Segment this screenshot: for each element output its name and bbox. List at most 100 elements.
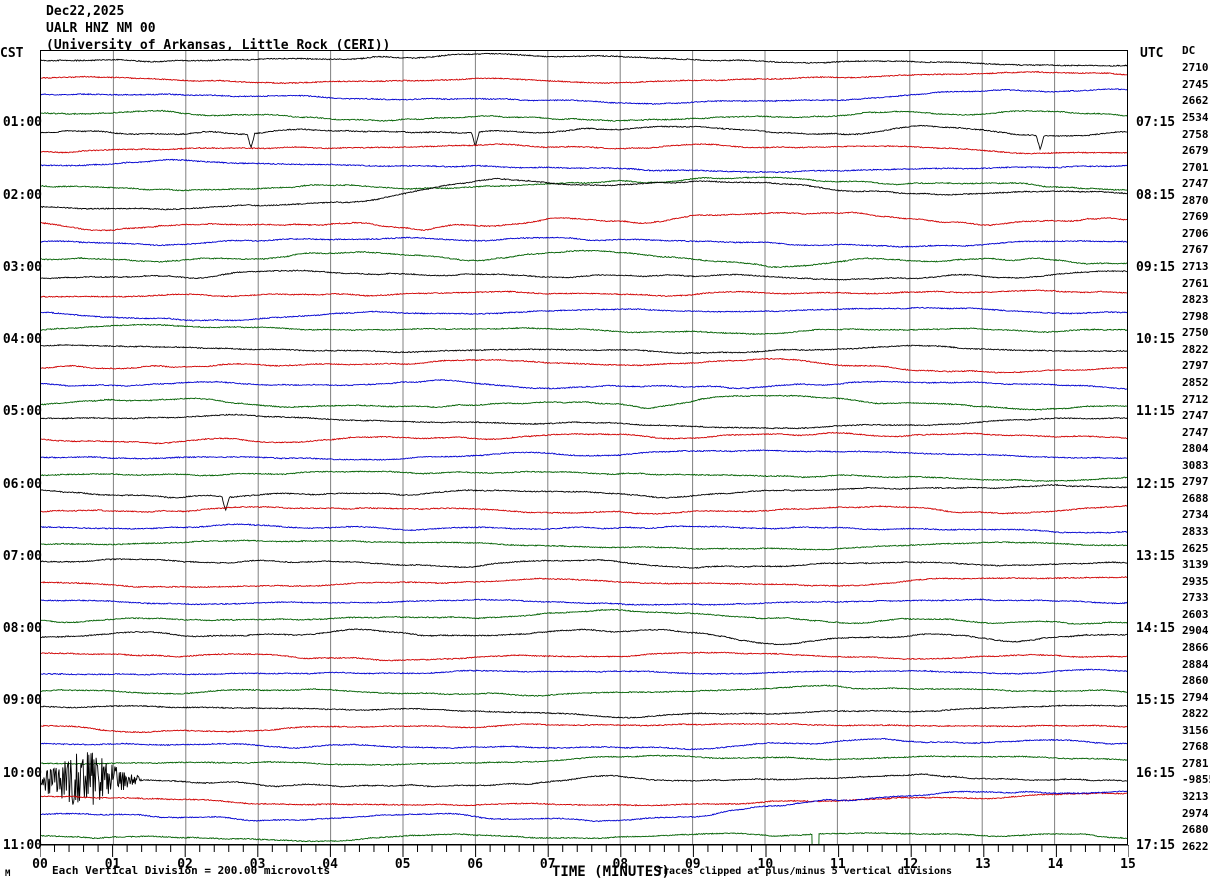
- x-tick-label: 08: [612, 857, 629, 872]
- dc-offset-value: 2904: [1182, 624, 1209, 638]
- utc-tick-label: 13:15: [1136, 548, 1176, 564]
- x-tick-label: 15: [1120, 857, 1136, 872]
- trace-layer: [41, 52, 1127, 844]
- seismic-trace: [41, 539, 1127, 551]
- cst-tick-label: 07:00: [2, 548, 42, 564]
- dc-offset-value: 2769: [1182, 210, 1209, 224]
- seismic-trace: [41, 431, 1127, 445]
- utc-tick-label: 15:15: [1136, 693, 1176, 709]
- x-tick-label: 02: [177, 857, 193, 872]
- seismic-trace: [41, 176, 1127, 192]
- x-tick-label: 03: [249, 857, 266, 872]
- dc-offset-value: 2884: [1182, 657, 1209, 671]
- cst-tick-label: 01:00: [2, 115, 42, 131]
- x-axis-ticks: [40, 845, 1129, 857]
- seismic-trace: [41, 449, 1127, 461]
- seismic-trace: [41, 483, 1127, 512]
- seismic-trace: [41, 523, 1127, 534]
- dc-offset-value: 2822: [1182, 707, 1209, 721]
- x-tick-label: 13: [975, 857, 991, 872]
- dc-offset-value: 2823: [1182, 293, 1209, 307]
- x-tick-label: 07: [539, 857, 556, 872]
- dc-offset-value: 3083: [1182, 458, 1209, 472]
- dc-offset-value: 2733: [1182, 591, 1209, 605]
- seismic-trace: [41, 504, 1127, 515]
- time-axis-label: TIME (MINUTES): [552, 864, 671, 880]
- x-tick-label: 05: [394, 857, 411, 872]
- seismic-trace: [41, 668, 1127, 676]
- seismic-trace: [41, 249, 1127, 269]
- x-tick-label: 06: [467, 857, 484, 872]
- seismic-trace: [41, 344, 1127, 355]
- dc-offset-value: 2679: [1182, 144, 1209, 158]
- seismic-trace: [41, 323, 1127, 336]
- x-tick-label: 11: [830, 857, 846, 872]
- seismic-trace: [41, 211, 1127, 232]
- cst-tick-label: 05:00: [2, 404, 42, 420]
- seismic-trace: [41, 608, 1127, 625]
- helicorder-plot[interactable]: [40, 50, 1128, 845]
- seismic-trace: [41, 70, 1127, 85]
- utc-tick-label: 08:15: [1136, 187, 1176, 203]
- x-tick-label: 12: [902, 857, 919, 872]
- seismic-trace: [41, 88, 1127, 105]
- dc-offset-value: 2680: [1182, 823, 1209, 837]
- dc-offset-value: 2758: [1182, 127, 1209, 141]
- dc-offset-value: 2935: [1182, 574, 1209, 588]
- dc-offset-value: -9855: [1182, 773, 1210, 787]
- cst-tick-label: 10:00: [2, 765, 42, 781]
- dc-offset-value: 2794: [1182, 690, 1209, 704]
- dc-offset-value: 2747: [1182, 409, 1209, 423]
- dc-offset-value: 2701: [1182, 160, 1209, 174]
- x-tick-label: 04: [322, 857, 338, 872]
- seismic-trace: [41, 52, 1127, 67]
- dc-offset-value: 2712: [1182, 392, 1209, 406]
- x-tick-label: 10: [757, 857, 774, 872]
- dc-offset-value: 2866: [1182, 640, 1209, 654]
- seismic-trace: [41, 684, 1127, 697]
- cst-tick-label: 04:00: [2, 332, 42, 348]
- seismic-trace: [41, 289, 1127, 298]
- dc-offset-value: 2747: [1182, 177, 1209, 191]
- dc-offset-value: 2734: [1182, 508, 1209, 522]
- dc-offset-value: 2781: [1182, 756, 1209, 770]
- cst-tick-label: 02:00: [2, 187, 42, 203]
- dc-offset-value: 2750: [1182, 326, 1209, 340]
- seismic-trace: [41, 558, 1127, 569]
- cst-tick-label: 03:00: [2, 259, 42, 275]
- seismic-trace: [41, 722, 1127, 734]
- header-network: (University of Arkansas, Little Rock (CE…: [46, 38, 391, 53]
- dc-offset-value: 2852: [1182, 375, 1209, 389]
- utc-tick-label: 12:15: [1136, 476, 1176, 492]
- dc-offset-value: 2710: [1182, 61, 1209, 75]
- seismic-trace: [41, 158, 1127, 174]
- dc-offset-value: 2713: [1182, 260, 1209, 274]
- seismic-trace: [41, 737, 1127, 751]
- division-note: Each Vertical Division = 200.00 microvol…: [52, 864, 331, 877]
- dc-offset-value: 3213: [1182, 790, 1209, 804]
- dc-offset-value: 2974: [1182, 806, 1209, 820]
- utc-tick-label: 10:15: [1136, 332, 1176, 348]
- utc-tick-label: 07:15: [1136, 115, 1176, 131]
- x-tick-label: 09: [684, 857, 701, 872]
- utc-tick-label: 11:15: [1136, 404, 1176, 420]
- dc-offset-value: 2662: [1182, 94, 1209, 108]
- seismic-trace: [41, 792, 1127, 807]
- seismic-trace: [41, 754, 1127, 766]
- utc-tick-label: 09:15: [1136, 259, 1176, 275]
- cst-tick-label: 09:00: [2, 693, 42, 709]
- dc-offset-value: 2688: [1182, 491, 1209, 505]
- seismic-trace: [41, 109, 1127, 122]
- dc-offset-value: 2797: [1182, 475, 1209, 489]
- seismic-trace: [41, 470, 1127, 482]
- dc-offset-value: 2833: [1182, 525, 1209, 539]
- seismic-trace: [41, 651, 1127, 662]
- seismic-trace: [41, 177, 1127, 211]
- x-tick-label: 14: [1047, 857, 1064, 872]
- dc-offset-value: 2603: [1182, 607, 1209, 621]
- seismic-trace: [41, 575, 1127, 589]
- header-date: Dec22,2025: [46, 4, 125, 19]
- seismic-trace: [41, 379, 1127, 390]
- cst-tick-label: 08:00: [2, 621, 42, 637]
- axis-label-cst: CST: [0, 46, 24, 61]
